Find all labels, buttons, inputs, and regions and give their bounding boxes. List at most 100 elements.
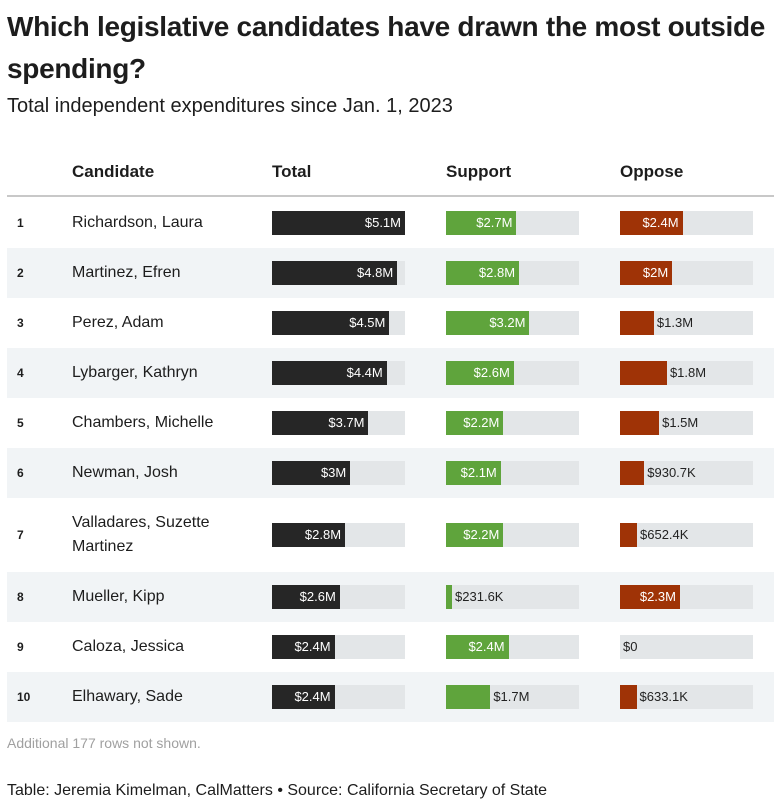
oppose-bar: [620, 411, 660, 435]
table-row: 1 Richardson, Laura $5.1M $2.7M $2.4M: [7, 198, 774, 248]
total-bar: [272, 523, 346, 547]
oppose-label: $0: [623, 639, 638, 654]
support-label: $3.2M: [489, 315, 526, 330]
rank: 7: [17, 528, 24, 542]
oppose-label: $930.7K: [647, 465, 696, 480]
bar-track: $633.1K: [620, 685, 753, 709]
bar-track: $2.6M: [446, 361, 579, 385]
rank: 10: [17, 690, 31, 704]
title: Which legislative candidates have drawn …: [7, 11, 766, 84]
rank: 5: [17, 416, 24, 430]
support-bar: [446, 685, 491, 709]
support-label: $2.6M: [473, 365, 510, 380]
bar-track: $2.8M: [272, 523, 405, 547]
rank: 6: [17, 466, 24, 480]
bar-track: $652.4K: [620, 523, 753, 547]
bar-track: $2.2M: [446, 523, 579, 547]
support-label: $2.2M: [463, 415, 500, 430]
bar-track: $1.7M: [446, 685, 579, 709]
bar-track: $930.7K: [620, 461, 753, 485]
oppose-label: $2.4M: [642, 215, 679, 230]
oppose-bar: [620, 585, 680, 609]
oppose-bar: [620, 461, 645, 485]
total-bar: [272, 211, 405, 235]
support-label: $1.7M: [493, 689, 530, 704]
rank: 1: [17, 216, 24, 230]
bar-track: $4.5M: [272, 311, 405, 335]
candidate: Newman, Josh: [72, 464, 178, 481]
total-label: $4.4M: [346, 365, 383, 380]
bar-track: $2.3M: [620, 585, 753, 609]
oppose-bar: [620, 361, 667, 385]
total-label: $4.5M: [349, 315, 386, 330]
bar-track: $1.8M: [620, 361, 753, 385]
oppose-bar: [620, 685, 637, 709]
support-label: $2.4M: [468, 639, 505, 654]
bar-track: $2.4M: [620, 211, 753, 235]
candidate: Perez, Adam: [72, 314, 164, 331]
table-body: 1 Richardson, Laura $5.1M $2.7M $2.4M 2 Martin…: [7, 198, 774, 722]
bar-track: $0: [620, 635, 753, 659]
total-label: $3.7M: [328, 415, 365, 430]
total-bar: [272, 461, 351, 485]
oppose-bar: [620, 211, 683, 235]
rank: 8: [17, 590, 24, 604]
total-label: $4.8M: [357, 265, 394, 280]
candidate: Lybarger, Kathryn: [72, 364, 198, 381]
bar-track: $1.5M: [620, 411, 753, 435]
bar-track: $2.1M: [446, 461, 579, 485]
candidate: Valladares, Suzette Martinez: [72, 514, 210, 555]
rank: 3: [17, 316, 24, 330]
column-header: Candidate: [72, 162, 155, 181]
support-label: $2.7M: [476, 215, 513, 230]
rank: 4: [17, 366, 24, 380]
table-row: 5 Chambers, Michelle $3.7M $2.2M $1.5M: [7, 398, 774, 448]
oppose-label: $1.5M: [662, 415, 699, 430]
oppose-label: $2M: [642, 265, 669, 280]
candidate: Chambers, Michelle: [72, 414, 214, 431]
oppose-bar: [620, 523, 637, 547]
candidate: Martinez, Efren: [72, 264, 181, 281]
oppose-label: $633.1K: [639, 689, 688, 704]
column-header: Total: [272, 162, 312, 181]
bar-track: $2.2M: [446, 411, 579, 435]
footer: Table: Jeremia Kimelman, CalMatters • So…: [7, 782, 548, 799]
support-bar: [446, 585, 453, 609]
bar-track: $1.3M: [620, 311, 753, 335]
oppose-bar: [620, 261, 673, 285]
total-label: $2.4M: [294, 639, 331, 654]
bar-track: $4.4M: [272, 361, 405, 385]
total-bar: [272, 311, 390, 335]
bar-track: $3M: [272, 461, 405, 485]
oppose-label: $652.4K: [640, 527, 689, 542]
total-label: $2.8M: [304, 527, 342, 542]
support-bar: [446, 261, 520, 285]
total-bar: [272, 685, 335, 709]
subtitle: Total independent expenditures since Jan…: [7, 95, 453, 117]
bar-track: $4.8M: [272, 261, 405, 285]
total-label: $2.4M: [294, 689, 331, 704]
support-label: $231.6K: [455, 589, 504, 604]
column-header: Support: [446, 162, 512, 181]
table-row: 2 Martinez, Efren $4.8M $2.8M $2M: [7, 248, 774, 298]
support-bar: [446, 523, 504, 547]
table-row: 4 Lybarger, Kathryn $4.4M $2.6M $1.8M: [7, 348, 774, 398]
table-row: 3 Perez, Adam $4.5M $3.2M $1.3M: [7, 298, 774, 348]
support-bar: [446, 461, 501, 485]
note: Additional 177 rows not shown.: [7, 735, 201, 751]
oppose-bar: [620, 311, 654, 335]
total-bar: [272, 361, 387, 385]
total-label: $5.1M: [364, 215, 401, 230]
bar-track: $2.4M: [272, 635, 405, 659]
total-label: $3M: [320, 465, 347, 480]
support-label: $2.8M: [478, 265, 516, 280]
support-label: $2.1M: [460, 465, 497, 480]
table-header: Candidate Total Support Oppose: [7, 150, 774, 197]
candidate: Mueller, Kipp: [72, 588, 165, 605]
bar-track: $2M: [620, 261, 753, 285]
bar-track: $5.1M: [272, 211, 405, 235]
total-bar: [272, 635, 335, 659]
table-row: 8 Mueller, Kipp $2.6M $231.6K $2.3M: [7, 572, 774, 622]
bar-track: $231.6K: [446, 585, 579, 609]
